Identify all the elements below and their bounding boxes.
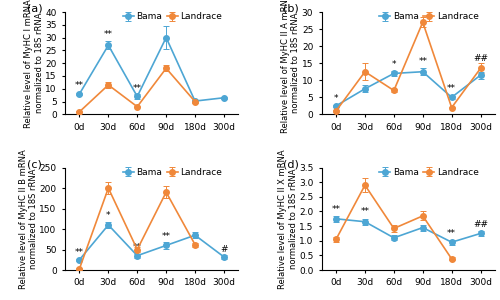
Text: **: **	[447, 84, 456, 93]
Text: ##: ##	[473, 220, 488, 229]
Text: **: **	[104, 30, 113, 39]
Text: **: **	[132, 243, 141, 252]
Text: **: **	[162, 232, 170, 241]
Text: (c): (c)	[27, 159, 42, 170]
Text: *: *	[334, 94, 338, 103]
Legend: Bama, Landrace: Bama, Landrace	[122, 167, 223, 178]
Text: *: *	[106, 211, 110, 220]
Legend: Bama, Landrace: Bama, Landrace	[378, 11, 480, 22]
Legend: Bama, Landrace: Bama, Landrace	[378, 167, 480, 178]
Text: **: **	[332, 205, 340, 214]
Text: **: **	[132, 84, 141, 93]
Legend: Bama, Landrace: Bama, Landrace	[122, 11, 223, 22]
Text: #: #	[220, 244, 228, 253]
Text: **: **	[418, 57, 428, 66]
Y-axis label: Relative level of MyHC II B mRNA
normalized to 18S rRNA: Relative level of MyHC II B mRNA normali…	[18, 149, 38, 289]
Text: *: *	[392, 60, 396, 69]
Text: **: **	[447, 229, 456, 238]
Y-axis label: Relative level of MyHC II A mRNA
normalized to 18S rRNA: Relative level of MyHC II A mRNA normali…	[281, 0, 300, 133]
Text: (d): (d)	[284, 159, 300, 170]
Text: **: **	[75, 248, 84, 257]
Y-axis label: Relative level of MyHC I mRNA
normalized to 18S rRNA: Relative level of MyHC I mRNA normalized…	[24, 0, 44, 128]
Text: **: **	[360, 208, 370, 217]
Text: **: **	[75, 81, 84, 90]
Text: ##: ##	[473, 53, 488, 62]
Text: (a): (a)	[27, 4, 42, 14]
Y-axis label: Relative level of MyHC II X mRNA
normalized to 18S rRNA: Relative level of MyHC II X mRNA normali…	[278, 149, 297, 289]
Text: (b): (b)	[284, 4, 299, 14]
